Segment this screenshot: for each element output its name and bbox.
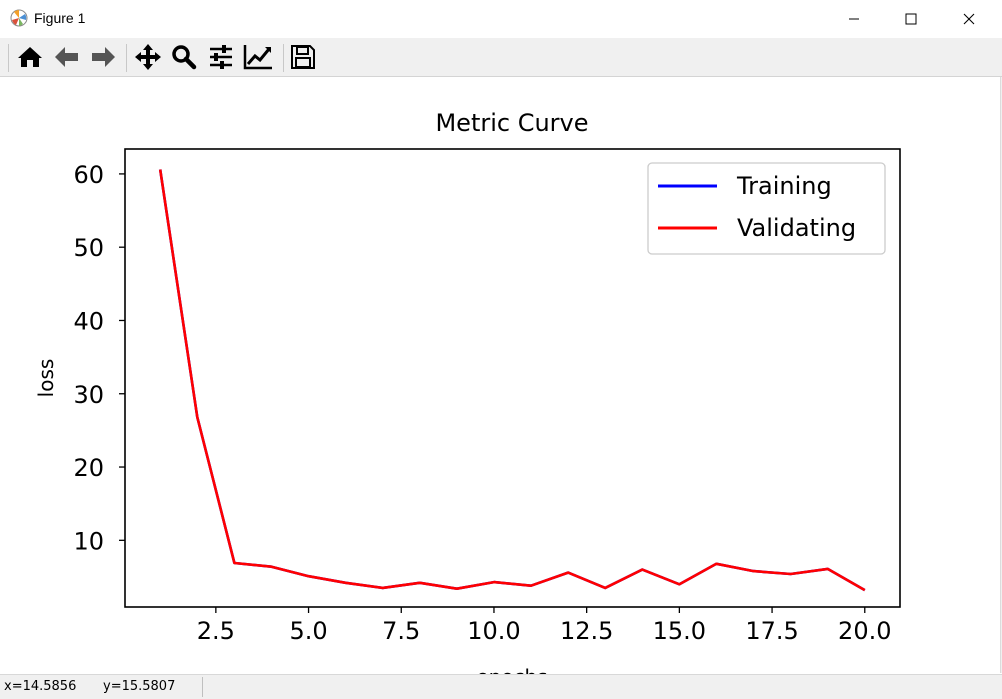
close-icon <box>963 13 975 24</box>
arrow-left-icon <box>55 47 78 67</box>
y-tick-label: 40 <box>73 307 104 335</box>
close-button[interactable] <box>940 0 998 37</box>
save-button[interactable] <box>288 42 318 72</box>
move-icon <box>135 44 161 70</box>
cursor-y-readout: y=15.5807 <box>103 679 176 694</box>
title-bar: Figure 1 <box>0 0 1002 37</box>
magnifier-icon <box>172 45 197 70</box>
forward-button[interactable] <box>88 42 118 72</box>
y-axis-label: loss <box>34 359 58 398</box>
legend-label-training: Training <box>736 172 832 200</box>
maximize-icon <box>905 13 917 24</box>
plot-svg: Metric Curve 2.5 5.0 7.5 10.0 12.5 15.0 17.5 20… <box>0 77 1000 674</box>
window-right-edge <box>1000 77 1002 673</box>
matplotlib-app-icon <box>10 9 28 27</box>
y-tick-label: 50 <box>73 234 104 262</box>
y-tick-label: 20 <box>73 454 104 482</box>
x-tick-label: 2.5 <box>197 617 235 645</box>
minimize-icon <box>849 18 859 19</box>
x-tick-label: 7.5 <box>382 617 420 645</box>
configure-subplots-button[interactable] <box>206 42 236 72</box>
minimize-button[interactable] <box>825 0 883 37</box>
home-button[interactable] <box>15 42 45 72</box>
x-tick-label: 15.0 <box>653 617 706 645</box>
series-line-validating <box>158 169 866 592</box>
x-tick-label: 12.5 <box>560 617 613 645</box>
arrow-right-icon <box>92 47 115 67</box>
floppy-disk-icon <box>291 45 315 69</box>
chart-line-icon <box>243 45 272 70</box>
x-tick-label: 10.0 <box>467 617 520 645</box>
toolbar-separator <box>8 44 9 72</box>
toolbar-separator <box>283 44 284 72</box>
pan-button[interactable] <box>133 42 163 72</box>
y-tick-label: 30 <box>73 381 104 409</box>
maximize-button[interactable] <box>882 0 940 37</box>
edit-axis-button[interactable] <box>243 42 273 72</box>
legend-label-validating: Validating <box>737 214 856 242</box>
cursor-x-readout: x=14.5856 <box>4 679 77 694</box>
x-axis-label: epochs <box>476 665 547 674</box>
x-tick-label: 5.0 <box>289 617 327 645</box>
toolbar-separator <box>126 44 127 72</box>
series-layer <box>158 169 866 592</box>
ticks-layer: 2.5 5.0 7.5 10.0 12.5 15.0 17.5 20.0 10 20 30 40 50 6… <box>73 161 891 645</box>
status-bar: x=14.5856 y=15.5807 <box>0 674 1002 699</box>
y-tick-label: 10 <box>73 527 104 555</box>
window-title: Figure 1 <box>34 10 86 26</box>
chart-title: Metric Curve <box>435 109 588 137</box>
legend: Training Validating <box>647 162 886 255</box>
x-tick-label: 17.5 <box>745 617 798 645</box>
figure-canvas[interactable]: Metric Curve 2.5 5.0 7.5 10.0 12.5 15.0 17.5 20… <box>0 77 1000 674</box>
status-separator <box>202 677 203 697</box>
x-tick-label: 20.0 <box>838 617 891 645</box>
axes-frame <box>124 148 901 608</box>
home-icon <box>18 47 42 67</box>
navigation-toolbar <box>0 38 1002 77</box>
sliders-icon <box>210 45 232 69</box>
back-button[interactable] <box>52 42 82 72</box>
y-tick-label: 60 <box>73 161 104 189</box>
zoom-button[interactable] <box>169 42 199 72</box>
